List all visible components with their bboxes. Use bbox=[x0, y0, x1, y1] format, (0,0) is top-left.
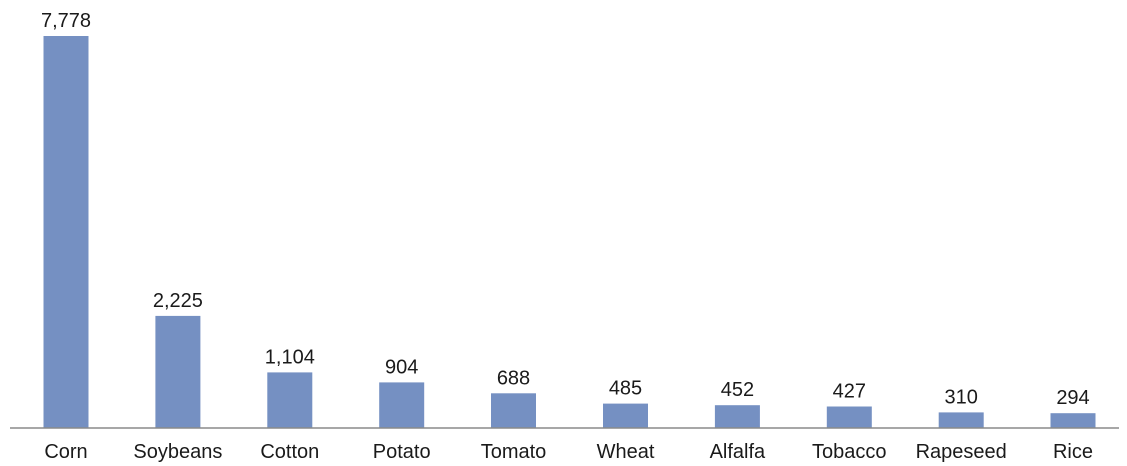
bar-potato bbox=[379, 382, 425, 428]
bar-rice bbox=[1050, 413, 1096, 428]
bar-corn bbox=[43, 36, 89, 428]
value-label-potato: 904 bbox=[385, 356, 418, 378]
x-tick-label-tomato: Tomato bbox=[481, 441, 547, 463]
value-label-tobacco: 427 bbox=[833, 381, 866, 403]
x-tick-label-cotton: Cotton bbox=[260, 441, 319, 463]
x-tick-label-wheat: Wheat bbox=[597, 441, 655, 463]
value-label-corn: 7,778 bbox=[41, 10, 91, 32]
x-tick-label-soybeans: Soybeans bbox=[133, 441, 222, 463]
bar-soybeans bbox=[155, 315, 201, 428]
x-tick-label-corn: Corn bbox=[44, 441, 87, 463]
bars-group bbox=[43, 36, 1096, 428]
value-label-wheat: 485 bbox=[609, 378, 642, 400]
bar-alfalfa bbox=[714, 405, 760, 428]
value-label-alfalfa: 452 bbox=[721, 379, 754, 401]
value-label-rapeseed: 310 bbox=[945, 386, 978, 408]
bar-tomato bbox=[491, 393, 536, 428]
value-labels-group: 7,778 2,225 1,104 904 688 485 452 427 310 294 bbox=[41, 10, 1090, 409]
x-tick-label-rice: Rice bbox=[1053, 441, 1093, 463]
bar-tobacco bbox=[826, 406, 872, 428]
bar-wheat bbox=[603, 403, 648, 428]
value-label-rice: 294 bbox=[1056, 387, 1089, 409]
value-label-tomato: 688 bbox=[497, 367, 530, 389]
value-label-cotton: 1,104 bbox=[265, 346, 315, 368]
value-label-soybeans: 2,225 bbox=[153, 290, 203, 312]
x-tick-label-rapeseed: Rapeseed bbox=[916, 441, 1007, 463]
x-tick-label-tobacco: Tobacco bbox=[812, 441, 887, 463]
x-tick-label-alfalfa: Alfalfa bbox=[710, 441, 766, 463]
bar-rapeseed bbox=[938, 412, 984, 428]
x-tick-labels-group: Corn Soybeans Cotton Potato Tomato Wheat Alfal… bbox=[44, 441, 1093, 463]
bar-cotton bbox=[267, 372, 313, 428]
x-tick-label-potato: Potato bbox=[373, 441, 431, 463]
